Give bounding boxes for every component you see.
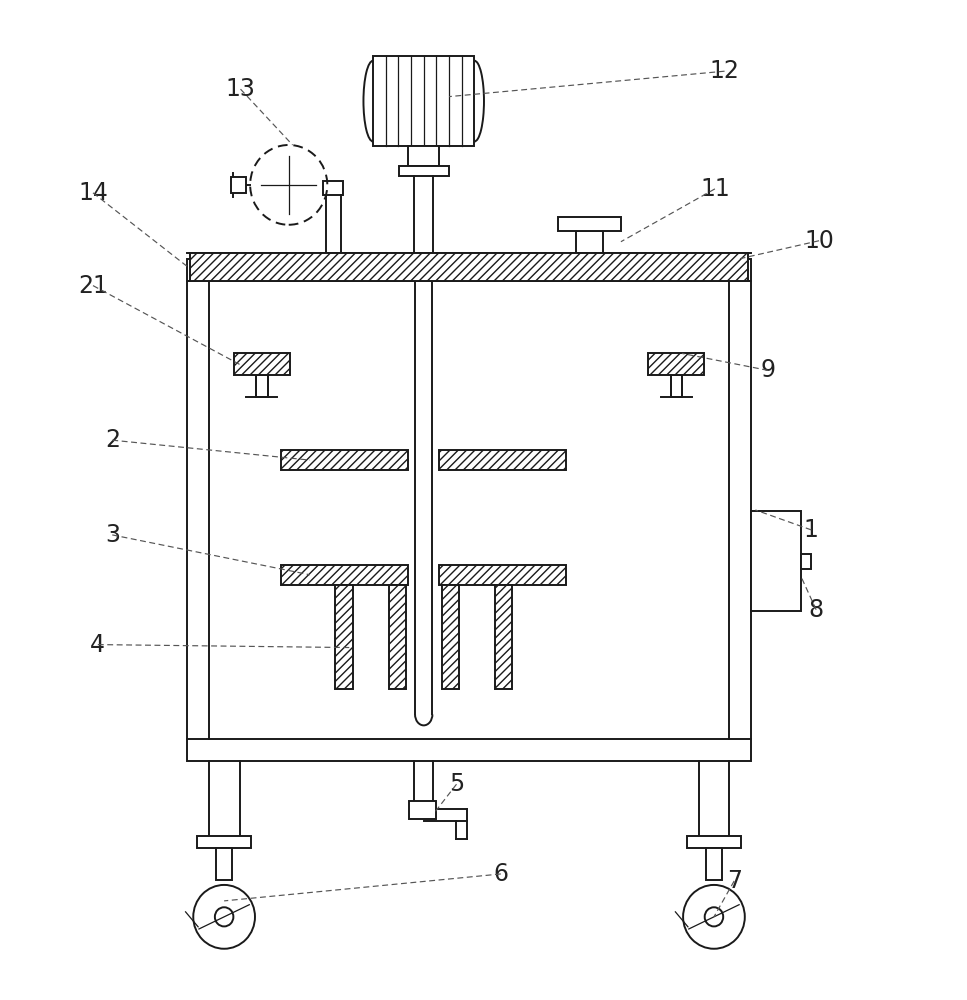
Bar bbox=[234, 353, 290, 375]
Bar bbox=[197, 836, 251, 848]
Bar bbox=[750, 511, 801, 611]
Bar bbox=[336, 585, 353, 689]
Text: 1: 1 bbox=[804, 518, 819, 542]
Bar bbox=[398, 166, 449, 176]
Bar bbox=[256, 375, 268, 397]
Bar bbox=[576, 231, 603, 253]
Text: 13: 13 bbox=[225, 77, 255, 101]
Text: 3: 3 bbox=[104, 523, 120, 547]
Text: 6: 6 bbox=[493, 862, 509, 886]
Bar bbox=[801, 554, 811, 569]
Bar bbox=[217, 848, 232, 880]
Bar bbox=[649, 353, 704, 375]
Text: 5: 5 bbox=[449, 772, 464, 796]
Bar bbox=[408, 146, 439, 166]
Text: 14: 14 bbox=[78, 181, 108, 205]
Bar bbox=[389, 585, 406, 689]
Bar bbox=[188, 259, 750, 761]
Bar bbox=[706, 848, 721, 880]
Text: 7: 7 bbox=[726, 869, 742, 893]
Bar bbox=[409, 801, 436, 819]
Text: 2: 2 bbox=[104, 428, 120, 452]
Bar bbox=[190, 253, 747, 281]
Bar bbox=[670, 375, 682, 397]
Bar bbox=[281, 565, 408, 585]
Bar bbox=[323, 181, 342, 195]
Bar bbox=[373, 56, 475, 146]
Text: 11: 11 bbox=[700, 177, 730, 201]
Bar bbox=[439, 450, 567, 470]
Bar bbox=[558, 217, 621, 231]
Bar bbox=[442, 585, 459, 689]
Text: 10: 10 bbox=[805, 229, 834, 253]
Text: 21: 21 bbox=[78, 274, 108, 298]
Text: 9: 9 bbox=[760, 358, 776, 382]
Bar bbox=[281, 450, 408, 470]
Bar bbox=[231, 177, 247, 193]
Bar bbox=[687, 836, 741, 848]
Text: 4: 4 bbox=[90, 633, 105, 657]
Bar bbox=[494, 585, 512, 689]
Bar bbox=[209, 281, 729, 739]
Text: 12: 12 bbox=[710, 59, 740, 83]
Text: 8: 8 bbox=[808, 598, 824, 622]
Bar bbox=[439, 565, 567, 585]
